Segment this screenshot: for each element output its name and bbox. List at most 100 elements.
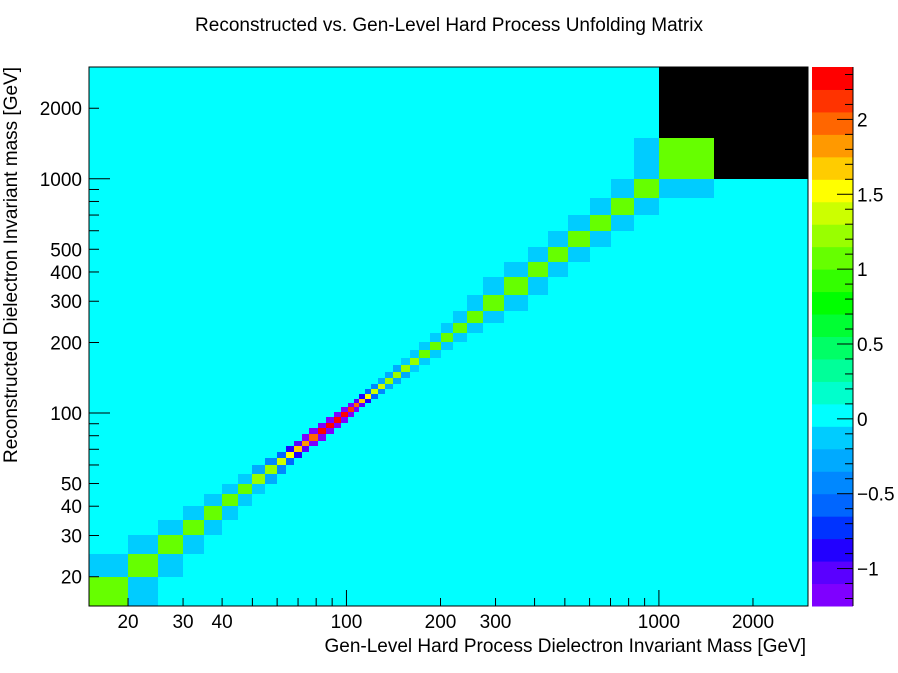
heatmap-cell xyxy=(385,384,393,389)
heatmap-cell xyxy=(309,434,318,441)
heatmap-cell xyxy=(318,434,326,441)
color-scale-segment xyxy=(812,538,853,562)
heatmap-cell xyxy=(504,262,528,277)
color-scale-bar: −1 −0.5 0 0.5 1 1.5 2 xyxy=(812,67,895,607)
y-tick-label: 40 xyxy=(61,497,82,518)
x-tick-label: 300 xyxy=(480,612,512,633)
heatmap-cell xyxy=(365,399,371,403)
heatmap-cell xyxy=(419,342,430,350)
color-scale-segment xyxy=(812,358,853,382)
heatmap-cell xyxy=(341,412,348,417)
y-tick-label: 400 xyxy=(50,263,82,284)
heatmap-cell xyxy=(286,446,294,452)
color-scale-segment xyxy=(812,156,853,180)
heatmap-cell xyxy=(128,554,158,577)
heatmap-cell xyxy=(483,295,504,311)
heatmap-cell xyxy=(354,399,359,403)
color-scale-segment xyxy=(812,448,853,472)
heatmap-cell xyxy=(341,417,348,423)
heatmap-cell xyxy=(659,67,714,138)
color-scale-segment xyxy=(812,381,853,405)
heatmap-cell xyxy=(590,215,611,231)
heatmap-cell xyxy=(222,484,238,494)
color-scale-segment xyxy=(812,67,853,90)
heatmap-cell xyxy=(467,323,483,333)
heatmap-cell xyxy=(611,215,634,231)
heatmap-cell xyxy=(277,452,286,458)
heatmap-cell xyxy=(378,384,385,389)
y-tick-label: 100 xyxy=(50,404,82,425)
heatmap-cell xyxy=(441,333,453,342)
color-scale-segment xyxy=(812,561,853,585)
heatmap-cell xyxy=(348,403,354,407)
heatmap-cell xyxy=(659,179,714,198)
color-scale-segment xyxy=(812,403,853,427)
color-scale-segment xyxy=(812,336,853,360)
heatmap-cell xyxy=(326,417,334,423)
heatmap-cell xyxy=(309,441,318,446)
heatmap-cell xyxy=(294,441,302,446)
heatmap-cell xyxy=(467,311,483,323)
heatmap-cell xyxy=(528,262,548,277)
heatmap-cell xyxy=(483,311,504,323)
heatmap-cell xyxy=(371,389,378,394)
heatmap-cell xyxy=(401,358,410,365)
heatmap-cell xyxy=(204,520,222,535)
color-scale-segment xyxy=(812,291,853,315)
heatmap-cell xyxy=(286,458,294,465)
y-tick-label: 50 xyxy=(61,475,82,496)
heatmap-cell xyxy=(568,231,590,247)
heatmap-cell xyxy=(265,465,277,474)
heatmap-cell xyxy=(359,403,365,407)
heatmap-cell xyxy=(334,417,341,423)
heatmap-cell xyxy=(393,365,401,372)
y-tick-label: 200 xyxy=(50,333,82,354)
heatmap-cell xyxy=(378,378,385,384)
heatmap-cell xyxy=(286,452,294,458)
heatmap-cell xyxy=(204,494,222,506)
heatmap-cell xyxy=(158,535,183,554)
color-scale-label: −1 xyxy=(857,560,879,581)
heatmap-cell xyxy=(410,365,419,372)
plot-frame xyxy=(88,66,809,607)
heatmap-cell xyxy=(341,407,348,412)
heatmap-cell xyxy=(401,365,410,372)
heatmap-cell xyxy=(714,67,808,138)
color-scale-segment xyxy=(812,426,853,450)
x-tick-label: 30 xyxy=(172,612,193,633)
y-axis-label: Reconstructed Dielectron Invariant mass … xyxy=(1,67,22,463)
color-scale-segment xyxy=(812,269,853,293)
heatmap-cell xyxy=(265,458,277,465)
heatmap-cell xyxy=(393,378,401,384)
heatmap-cell xyxy=(354,407,359,412)
heatmap-cell xyxy=(590,198,611,215)
color-scale-label: 0 xyxy=(857,410,868,431)
heatmap-cell xyxy=(158,520,183,535)
y-tick-label: 30 xyxy=(61,526,82,547)
heatmap-cell xyxy=(430,342,441,350)
heatmap-cell xyxy=(238,484,252,494)
heatmap-cell xyxy=(548,262,568,277)
y-tick-label: 300 xyxy=(50,292,82,313)
heatmap-cell xyxy=(326,423,334,428)
heatmap-cell xyxy=(548,247,568,262)
heatmap-cell xyxy=(359,394,365,399)
color-scale-label: −0.5 xyxy=(857,485,895,506)
x-tick-label: 20 xyxy=(117,612,138,633)
heatmap-cell xyxy=(183,506,204,520)
heatmap-cell xyxy=(318,423,326,428)
color-scale-segment xyxy=(812,583,853,607)
color-scale-label: 1.5 xyxy=(857,185,883,206)
x-tick-label: 2000 xyxy=(732,612,774,633)
heatmap-cell xyxy=(410,350,419,358)
heatmap-cells xyxy=(89,67,808,606)
heatmap-cell xyxy=(252,484,265,494)
color-scale-label: 2 xyxy=(857,110,868,131)
heatmap-cell xyxy=(385,378,393,384)
heatmap-cell xyxy=(302,446,309,452)
heatmap-cell xyxy=(528,277,548,295)
heatmap-cell xyxy=(634,179,659,198)
heatmap-cell xyxy=(611,179,634,198)
color-scale-segment xyxy=(812,201,853,225)
